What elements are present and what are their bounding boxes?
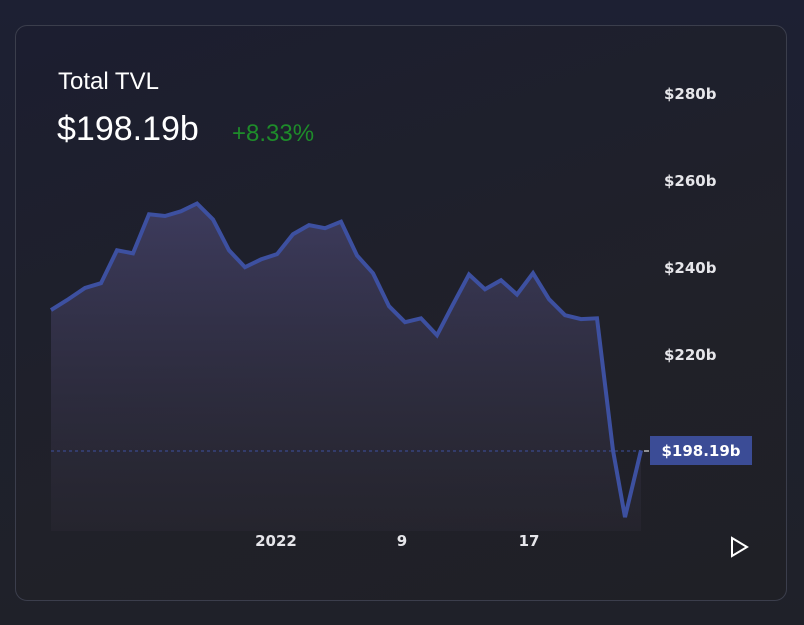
tvl-area-chart[interactable] [16,26,787,601]
area-fill [51,203,641,531]
tvl-card: Total TVL $198.19b +8.33% $280b $260b $2… [15,25,787,601]
y-axis-label: $220b [664,346,717,364]
y-axis-label: $260b [664,172,717,190]
play-icon[interactable] [730,536,750,558]
x-axis-label: 2022 [255,532,297,550]
tvl-line [49,201,643,518]
x-axis-label: 17 [518,532,540,550]
x-axis-label: 9 [396,532,408,550]
y-axis-label: $240b [664,259,717,277]
current-price-tag: $198.19b [650,436,752,465]
chart-title: Total TVL [58,68,159,95]
tvl-value: $198.19b [57,110,199,148]
tvl-change-percent: +8.33% [232,120,315,147]
y-axis-label: $280b [664,85,717,103]
